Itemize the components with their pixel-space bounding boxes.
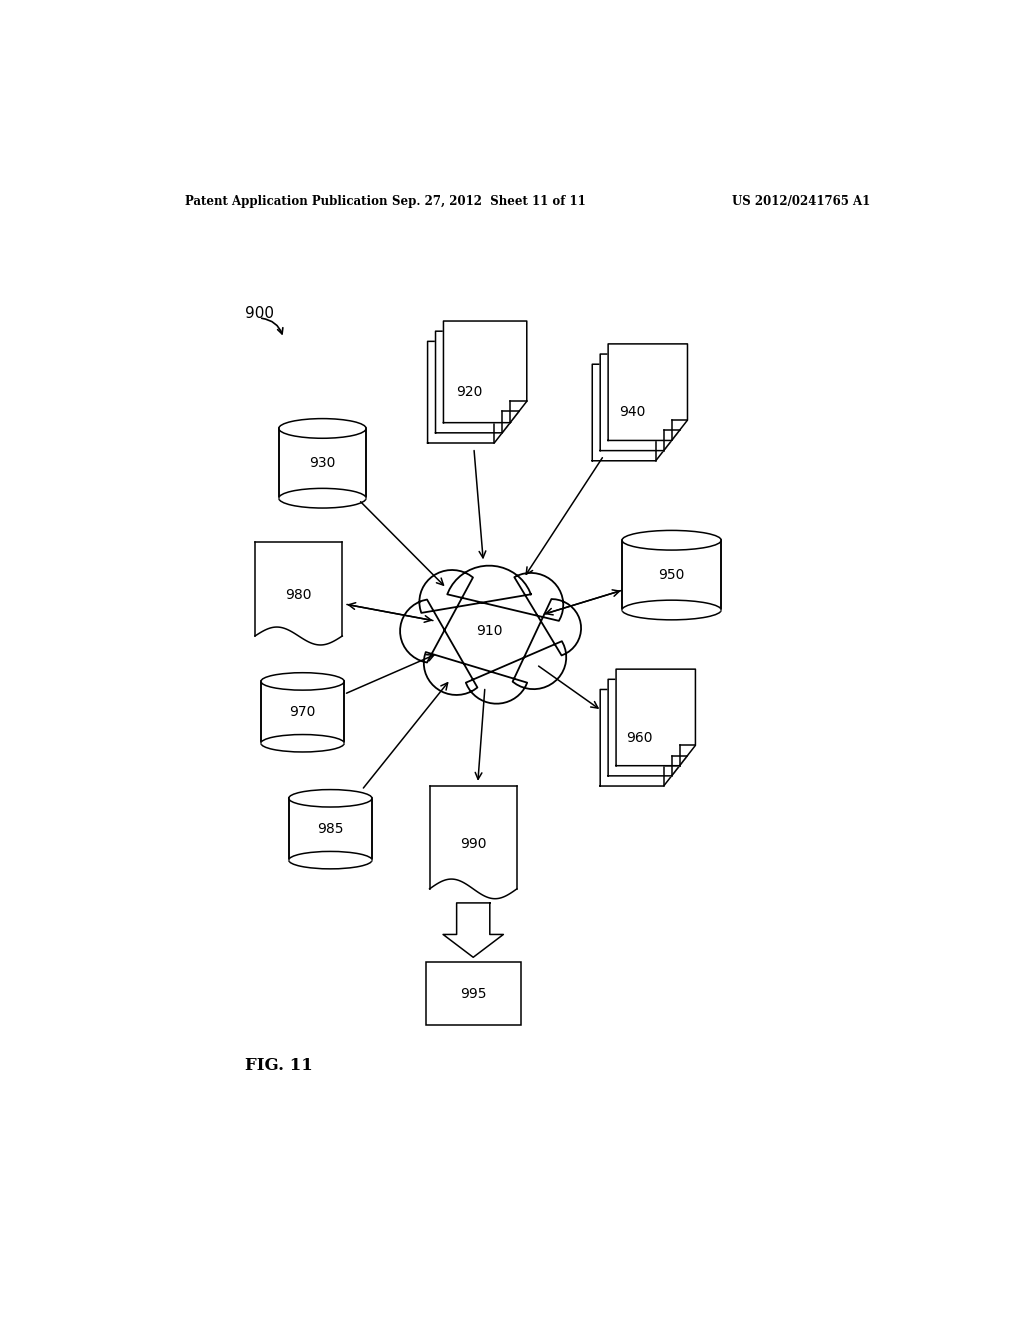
Ellipse shape <box>279 488 367 508</box>
Polygon shape <box>443 321 526 422</box>
Text: 940: 940 <box>618 405 645 420</box>
Text: 930: 930 <box>309 457 336 470</box>
Polygon shape <box>443 903 504 957</box>
Polygon shape <box>428 342 511 444</box>
Text: Sep. 27, 2012  Sheet 11 of 11: Sep. 27, 2012 Sheet 11 of 11 <box>392 194 586 207</box>
Polygon shape <box>608 680 687 776</box>
Text: 990: 990 <box>460 837 486 851</box>
Bar <box>430 785 517 888</box>
Text: 995: 995 <box>460 987 486 1001</box>
Text: 920: 920 <box>456 385 482 399</box>
Polygon shape <box>608 345 687 441</box>
Text: FIG. 11: FIG. 11 <box>246 1056 313 1073</box>
Text: 910: 910 <box>476 624 503 638</box>
Polygon shape <box>600 354 680 450</box>
Ellipse shape <box>279 418 367 438</box>
Bar <box>426 962 521 1026</box>
Ellipse shape <box>261 673 344 690</box>
Bar <box>255 543 342 636</box>
Ellipse shape <box>622 601 721 620</box>
Ellipse shape <box>289 789 372 807</box>
Bar <box>261 681 344 743</box>
Polygon shape <box>592 364 672 461</box>
Ellipse shape <box>289 851 372 869</box>
Polygon shape <box>616 669 695 766</box>
Polygon shape <box>435 331 519 433</box>
Text: 960: 960 <box>627 731 653 744</box>
Ellipse shape <box>261 734 344 752</box>
Text: 985: 985 <box>317 822 344 837</box>
Text: Patent Application Publication: Patent Application Publication <box>185 194 388 207</box>
Ellipse shape <box>622 531 721 550</box>
Bar <box>622 540 721 610</box>
Polygon shape <box>600 689 680 785</box>
Text: 980: 980 <box>286 589 312 602</box>
Text: 970: 970 <box>290 705 315 719</box>
Bar <box>289 799 372 861</box>
Text: 900: 900 <box>246 306 274 321</box>
Text: US 2012/0241765 A1: US 2012/0241765 A1 <box>732 194 870 207</box>
Polygon shape <box>400 566 581 704</box>
Text: 950: 950 <box>658 568 685 582</box>
Bar <box>279 429 367 498</box>
